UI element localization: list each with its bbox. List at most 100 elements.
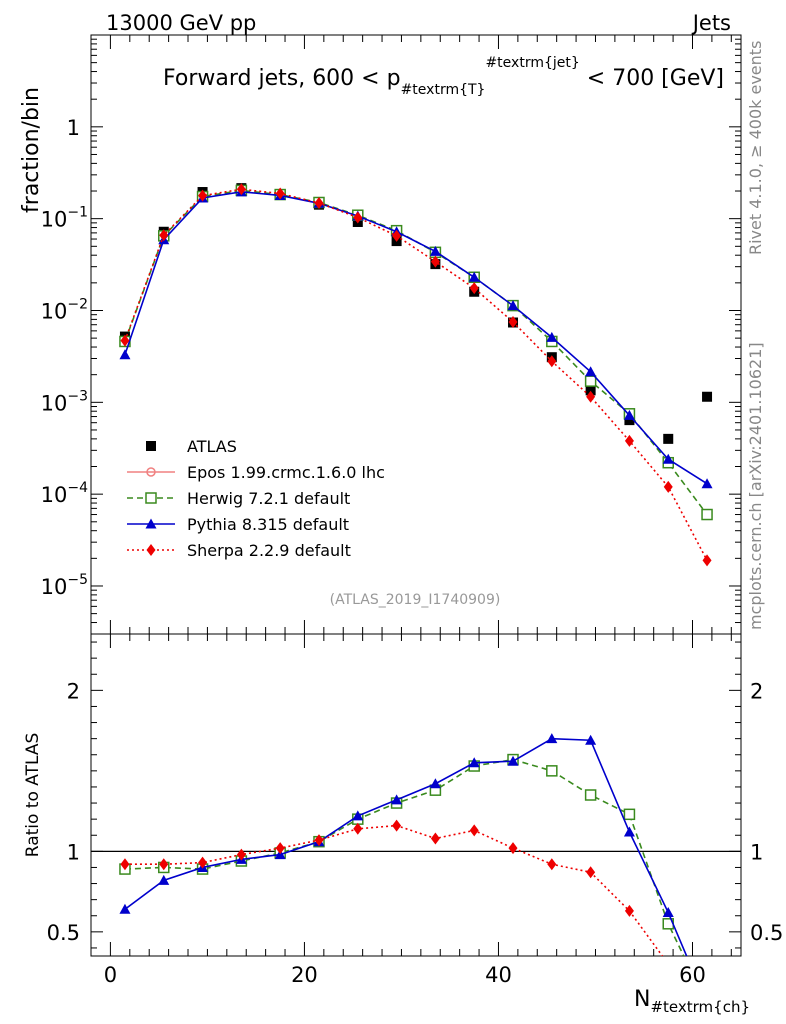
legend-entry-sherpa: Sherpa 2.2.9 default (127, 541, 351, 560)
main-title: Forward jets, 600 < p#textrm{T} #textrm{j… (163, 55, 724, 98)
main-y-tick-label: 10−1 (41, 205, 88, 232)
main-pythia-point (701, 478, 713, 489)
main-y-tick-label: 1 (67, 116, 80, 140)
main-pythia-point (546, 331, 558, 342)
main-sherpa-point (353, 211, 363, 224)
ratio-panel: 0.5 0.51 12 20 20 40 60 (47, 633, 783, 987)
ratio-herwig-line (124, 758, 685, 956)
ratio-y-axis-label: Ratio to ATLAS (23, 733, 43, 858)
ratio-sherpa-point (159, 858, 169, 871)
ratio-frame (90, 633, 742, 957)
ratio-pythia-point (507, 755, 519, 766)
y-tick-exponent: −5 (67, 572, 88, 588)
ratio-sherpa-series (120, 819, 664, 956)
legend-marker-pythia (145, 518, 157, 529)
ratio-pythia-series (119, 733, 688, 956)
main-herwig-point (701, 508, 713, 521)
ratio-pythia-point (468, 757, 480, 768)
main-atlas-point (663, 433, 674, 444)
ratio-sherpa-point (275, 842, 285, 855)
legend: ATLAS Epos 1.99.crmc.1.6.0 lhc Herwig 7.2.… (127, 437, 385, 560)
ratio-sherpa-line (124, 824, 664, 956)
process-label: Jets (691, 11, 731, 35)
y-tick-mantissa: 10 (41, 208, 68, 232)
main-sherpa-point (275, 187, 285, 200)
ratio-sherpa-point (586, 866, 596, 879)
main-pythia-point (429, 245, 441, 256)
main-pythia-point (585, 366, 597, 377)
legend-entry-herwig: Herwig 7.2.1 default (127, 489, 350, 508)
main-sherpa-point (508, 315, 518, 328)
ratio-sherpa-point (624, 904, 634, 917)
main-sherpa-point (624, 434, 634, 447)
x-axis-label-subscript: #textrm{ch} (650, 998, 750, 1016)
main-sherpa-point (469, 282, 479, 295)
y-tick-mantissa: 10 (41, 299, 68, 323)
main-y-tick-label: 10−4 (41, 480, 88, 507)
x-axis-label-n: N (634, 987, 650, 1012)
legend-marker-herwig (145, 492, 157, 504)
main-sherpa-point (120, 334, 130, 347)
ratio-pythia-point (119, 903, 131, 914)
main-sherpa-point (392, 229, 402, 242)
main-atlas-point (624, 415, 635, 426)
main-pythia-point (662, 453, 674, 464)
ratio-sherpa-point (469, 824, 479, 837)
ratio-sherpa-point (392, 819, 402, 832)
main-sherpa-point (159, 229, 169, 242)
main-pythia-point (507, 300, 519, 311)
ratio-y-tick-label-left: 0.5 (47, 921, 80, 945)
ratio-pythia-point (623, 826, 635, 837)
ratio-sherpa-point (547, 858, 557, 871)
legend-label-epos: Epos 1.99.crmc.1.6.0 lhc (187, 463, 385, 482)
ratio-herwig-point (584, 789, 597, 801)
ratio-sherpa-point (314, 834, 324, 847)
y-tick-mantissa: 10 (41, 575, 68, 599)
main-atlas-point (702, 391, 713, 402)
legend-label-herwig: Herwig 7.2.1 default (187, 489, 350, 508)
ratio-sherpa-point (198, 856, 208, 869)
ratio-pythia-point (546, 733, 558, 744)
main-y-tick-label: 10−2 (41, 296, 88, 323)
title-superscript: #textrm{jet} (485, 55, 579, 71)
ratio-sherpa-point (120, 858, 130, 871)
x-tick-label: 20 (291, 963, 318, 987)
ratio-pythia-point (352, 810, 364, 821)
main-pythia-point (623, 409, 635, 420)
legend-entry-pythia: Pythia 8.315 default (127, 515, 349, 534)
ratio-pythia-point (158, 874, 170, 885)
rivet-label: Rivet 4.1.0, ≥ 400k events (746, 41, 765, 255)
ratio-sherpa-point (236, 848, 246, 861)
y-tick-exponent: −3 (67, 388, 88, 404)
main-sherpa-point (663, 480, 673, 493)
main-sherpa-point (314, 197, 324, 210)
ratio-pythia-point (391, 794, 403, 805)
title-part-2: < 700 [GeV] (580, 66, 724, 91)
main-herwig-point (584, 375, 597, 387)
ratio-sherpa-point (353, 822, 363, 835)
ratio-pythia-point (662, 907, 674, 918)
title-subscript: #textrm{T} (401, 82, 486, 98)
legend-entry-atlas: ATLAS (146, 437, 237, 456)
ratio-y-tick-label-left: 2 (67, 679, 80, 703)
main-sherpa-point (547, 355, 557, 368)
main-sherpa-point (430, 255, 440, 268)
main-atlas-point (585, 385, 596, 396)
energy-label: 13000 GeV pp (106, 11, 256, 35)
legend-marker-epos (146, 467, 156, 477)
legend-label-sherpa: Sherpa 2.2.9 default (187, 541, 351, 560)
legend-marker-sherpa (146, 544, 156, 556)
x-axis-label: N#textrm{ch} (634, 987, 750, 1016)
ratio-y-tick-label-right: 1 (750, 840, 763, 864)
ratio-pythia-line (124, 737, 688, 956)
legend-entry-epos: Epos 1.99.crmc.1.6.0 lhc (127, 463, 385, 482)
legend-marker-atlas (146, 441, 156, 451)
legend-label-atlas: ATLAS (187, 437, 237, 456)
y-tick-mantissa: 10 (41, 483, 68, 507)
x-tick-label: 0 (104, 963, 117, 987)
main-sherpa-point (586, 390, 596, 403)
mcplots-label: mcplots.cern.ch [arXiv:2401.10621] (746, 342, 765, 630)
ratio-pythia-point (585, 734, 597, 745)
